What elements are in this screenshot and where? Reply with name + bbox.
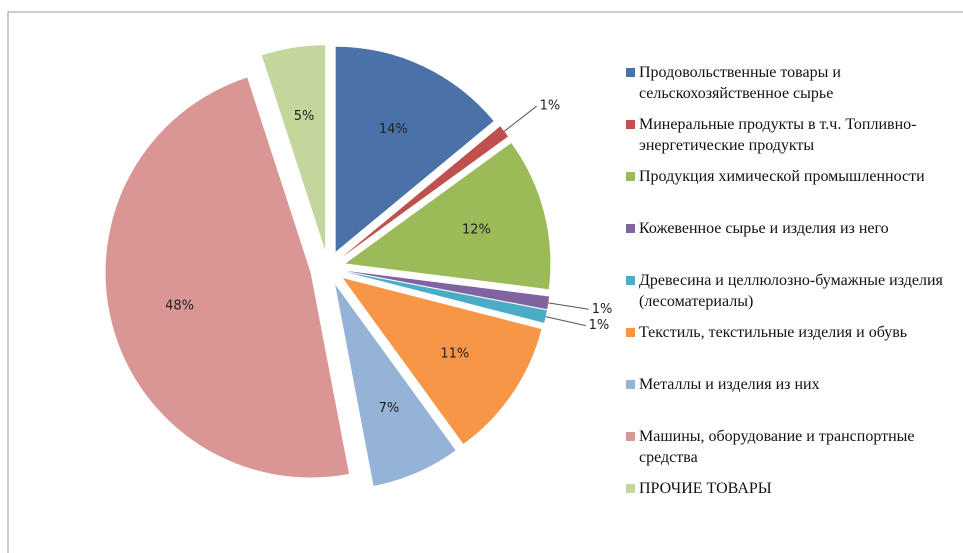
legend-item: Продовольственные товары и сельскохозяйс… bbox=[626, 62, 960, 114]
legend: Продовольственные товары и сельскохозяйс… bbox=[626, 62, 960, 530]
legend-item: Машины, оборудование и транспортные сред… bbox=[626, 426, 960, 478]
legend-label: Продукция химической промышленности bbox=[639, 168, 925, 185]
legend-swatch bbox=[626, 484, 635, 493]
legend-label: Металлы и изделия из них bbox=[639, 376, 820, 393]
legend-label: Машины, оборудование и транспортные сред… bbox=[639, 428, 915, 466]
frame bbox=[7, 11, 963, 553]
legend-label: Продовольственные товары и сельскохозяйс… bbox=[639, 64, 841, 102]
pie-slice bbox=[345, 143, 551, 290]
legend-item: Минеральные продукты в т.ч. Топливно-эне… bbox=[626, 114, 960, 166]
pie-slice bbox=[261, 45, 326, 251]
pie-slice bbox=[335, 284, 456, 486]
legend-item: Кожевенное сырье и изделия из него bbox=[626, 218, 960, 270]
legend-item: Древесина и целлюлозно-бумажные изделия … bbox=[626, 270, 960, 322]
legend-swatch bbox=[626, 328, 635, 337]
legend-swatch bbox=[626, 432, 635, 441]
data-label: 1% bbox=[589, 318, 610, 333]
legend-swatch bbox=[626, 276, 635, 285]
data-label: 11% bbox=[440, 347, 469, 362]
data-label: 14% bbox=[379, 122, 408, 137]
data-label: 1% bbox=[592, 302, 613, 317]
legend-item: ПРОЧИЕ ТОВАРЫ bbox=[626, 478, 960, 530]
data-label: 5% bbox=[294, 109, 315, 124]
legend-label: Минеральные продукты в т.ч. Топливно-эне… bbox=[639, 116, 917, 154]
data-label: 1% bbox=[540, 99, 561, 114]
leader-line bbox=[503, 105, 537, 132]
legend-swatch bbox=[626, 380, 635, 389]
legend-label: Кожевенное сырье и изделия из него bbox=[639, 220, 889, 237]
legend-swatch bbox=[626, 120, 635, 129]
pie-slice bbox=[345, 271, 547, 323]
pie-slice bbox=[335, 46, 494, 252]
data-label: 12% bbox=[462, 222, 491, 237]
legend-item: Текстиль, текстильные изделия и обувь bbox=[626, 322, 960, 374]
pie-slice bbox=[105, 77, 349, 478]
legend-label: Древесина и целлюлозно-бумажные изделия … bbox=[639, 272, 943, 310]
legend-label: ПРОЧИЕ ТОВАРЫ bbox=[639, 480, 772, 497]
pie-slice bbox=[342, 126, 509, 257]
pie-slice bbox=[342, 278, 542, 444]
pie-slice bbox=[345, 270, 550, 310]
legend-label: Текстиль, текстильные изделия и обувь bbox=[639, 324, 908, 341]
legend-swatch bbox=[626, 224, 635, 233]
legend-item: Продукция химической промышленности bbox=[626, 166, 960, 218]
data-label: 48% bbox=[165, 299, 194, 314]
leader-line bbox=[548, 302, 589, 310]
legend-item: Металлы и изделия из них bbox=[626, 374, 960, 426]
data-label: 7% bbox=[379, 401, 400, 416]
leader-line bbox=[545, 316, 586, 327]
legend-swatch bbox=[626, 68, 635, 77]
legend-swatch bbox=[626, 172, 635, 181]
